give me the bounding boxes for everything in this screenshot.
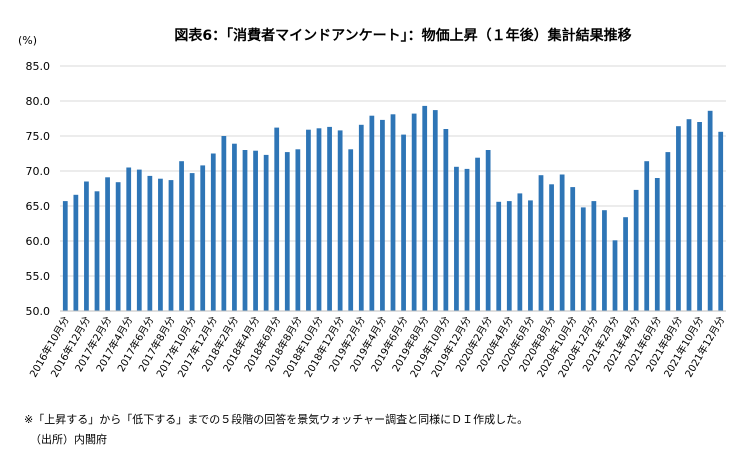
- bar: [136, 169, 142, 311]
- source-note: （出所）内閣府: [30, 433, 107, 446]
- bar: [126, 167, 132, 311]
- bar: [263, 154, 269, 311]
- chart: 図表6：「消費者マインドアンケート」：物価上昇（１年後）集計結果推移 (%) 5…: [18, 27, 728, 380]
- bar: [348, 149, 354, 311]
- bar: [528, 200, 533, 311]
- bar: [475, 157, 480, 311]
- bar: [464, 168, 470, 311]
- bar: [411, 113, 417, 311]
- bar: [676, 126, 681, 311]
- y-tick-label: 60.0: [26, 235, 51, 248]
- bar: [549, 184, 554, 311]
- bar: [454, 166, 459, 311]
- bar: [686, 119, 692, 311]
- bar: [654, 178, 660, 311]
- bar: [200, 165, 206, 311]
- y-tick-label: 70.0: [26, 165, 51, 178]
- bar: [443, 129, 449, 311]
- bar: [644, 161, 650, 311]
- chart-title: 図表6：「消費者マインドアンケート」：物価上昇（１年後）集計結果推移: [174, 27, 631, 44]
- bar: [274, 127, 280, 311]
- bar: [242, 150, 248, 311]
- bar: [158, 178, 163, 311]
- bar: [284, 152, 290, 311]
- bar: [306, 129, 311, 311]
- bar: [147, 175, 153, 311]
- y-tick-label: 65.0: [26, 200, 51, 213]
- bar: [94, 191, 100, 311]
- bar: [570, 187, 576, 311]
- bar: [327, 126, 332, 312]
- bar: [358, 124, 364, 311]
- y-tick-label: 85.0: [26, 60, 51, 73]
- bar: [517, 193, 523, 311]
- bar: [295, 149, 301, 311]
- bar: [612, 240, 618, 311]
- bar: [602, 210, 607, 311]
- bar: [337, 130, 343, 311]
- bar: [496, 201, 502, 311]
- bar: [62, 201, 68, 311]
- bar: [232, 143, 237, 311]
- y-tick-label: 80.0: [26, 95, 51, 108]
- y-tick-label: 75.0: [26, 130, 51, 143]
- bar: [115, 182, 121, 311]
- bar: [707, 110, 713, 311]
- bar: [168, 180, 174, 311]
- bars: [62, 105, 724, 312]
- y-tick-label: 50.0: [26, 305, 51, 318]
- bar: [210, 153, 216, 311]
- bar: [485, 150, 491, 311]
- bar: [84, 181, 89, 311]
- y-axis-unit-label: (%): [18, 34, 37, 47]
- bar: [665, 152, 671, 311]
- bar: [316, 128, 322, 311]
- bar: [73, 194, 79, 311]
- bar: [718, 131, 724, 311]
- bar: [401, 134, 406, 311]
- bar: [580, 207, 586, 311]
- bar: [221, 136, 227, 311]
- y-tick-label: 55.0: [26, 270, 51, 283]
- bar: [591, 201, 597, 311]
- bar: [189, 173, 195, 311]
- bar: [179, 161, 184, 311]
- bar: [380, 119, 385, 312]
- y-axis-ticks: 50.0 55.0 60.0 65.0 70.0 75.0 80.0 85.0: [26, 60, 51, 318]
- x-axis-ticks: 2016年10月分2016年12月分2017年2月分2017年4月分2017年6…: [27, 314, 728, 380]
- bar: [422, 105, 428, 312]
- bar: [369, 115, 375, 311]
- bar: [432, 110, 438, 311]
- bar: [538, 175, 544, 311]
- footnote: ※「上昇する」から「低下する」までの５段階の回答を景気ウォッチャー調査と同様にＤ…: [24, 413, 529, 426]
- bar: [253, 150, 258, 311]
- bar: [633, 189, 639, 311]
- bar: [623, 217, 628, 311]
- bar: [390, 114, 396, 311]
- bar: [697, 122, 702, 311]
- bar: [105, 177, 110, 311]
- bar: [559, 174, 565, 311]
- bar: [506, 201, 512, 311]
